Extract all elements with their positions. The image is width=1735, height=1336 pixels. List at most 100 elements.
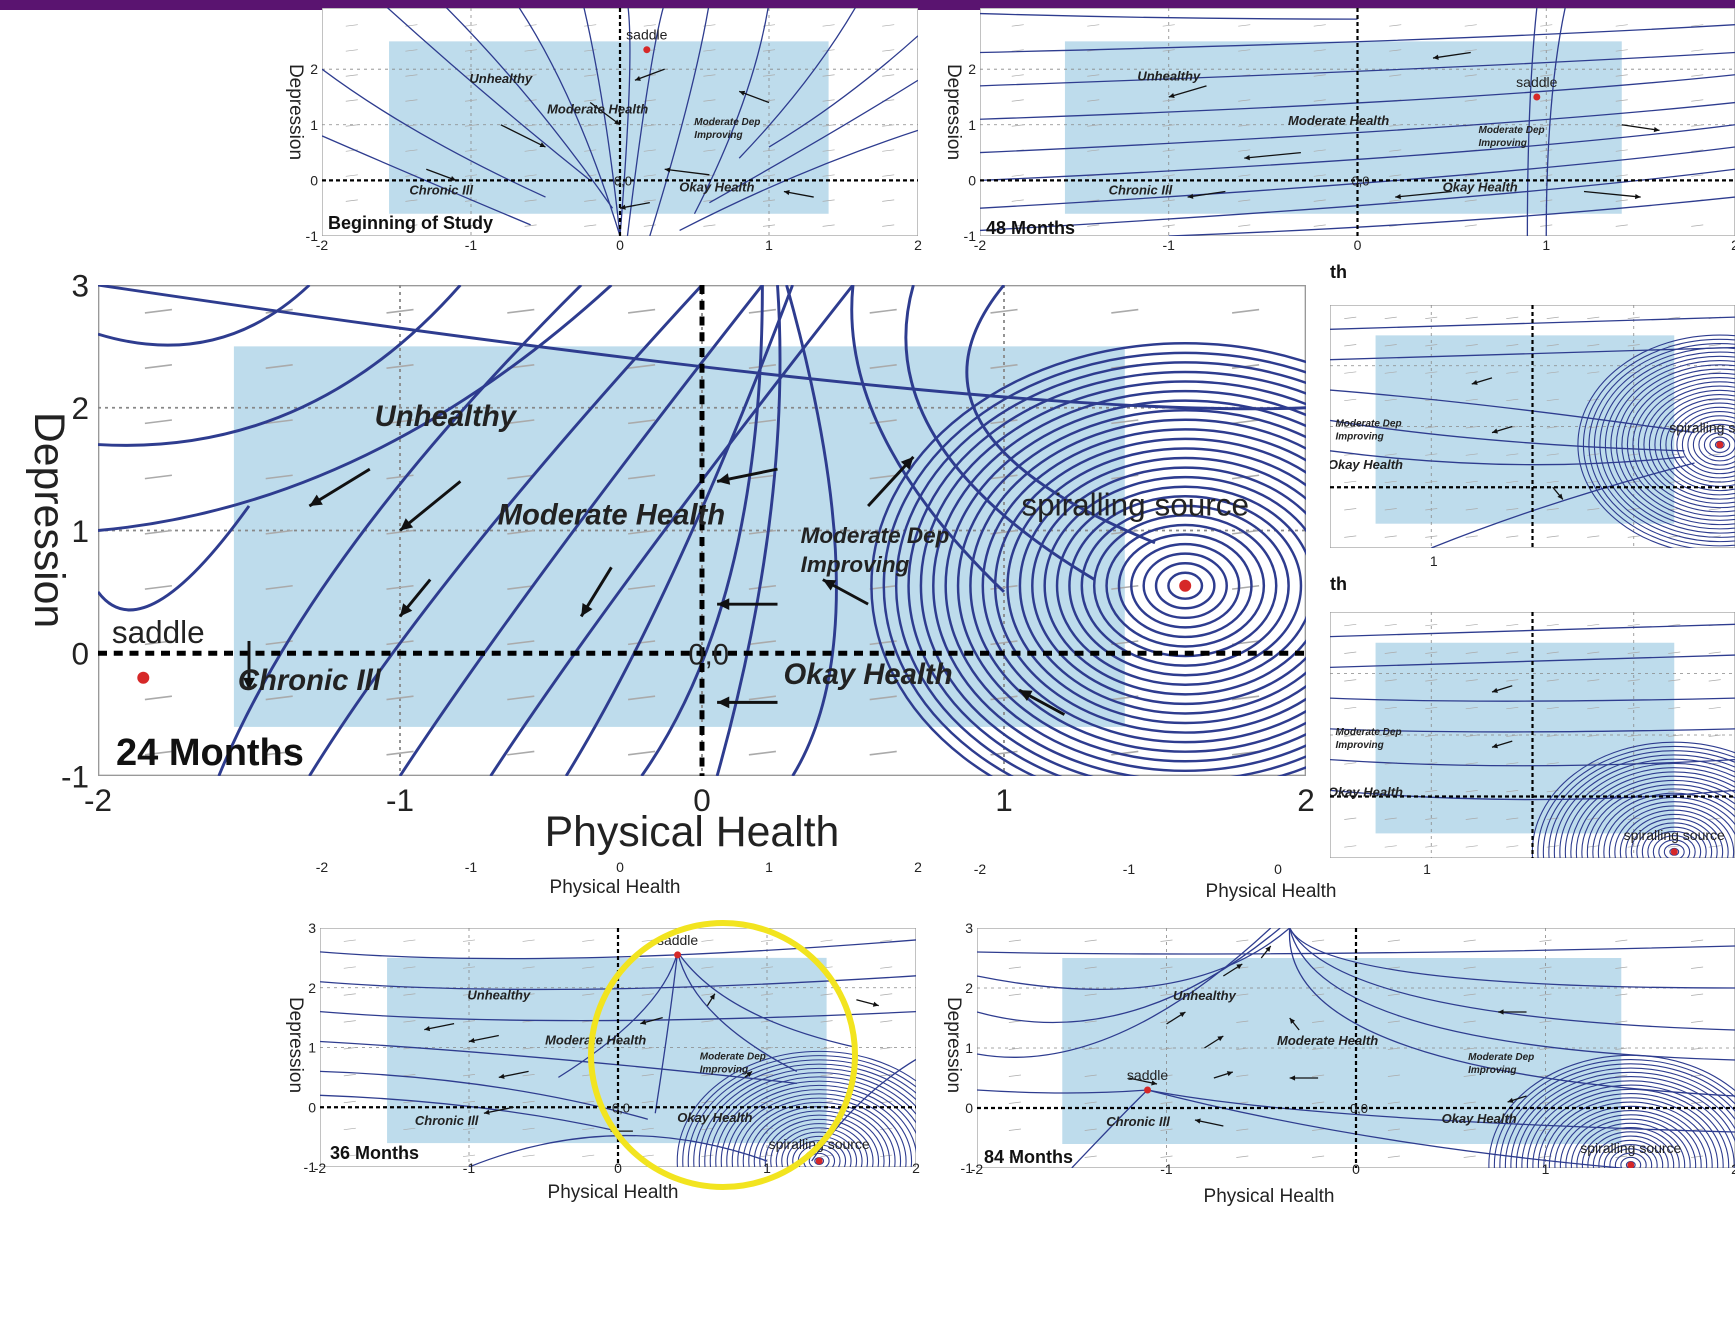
field-mark <box>1691 1101 1704 1104</box>
fixed-point-marker <box>1533 93 1541 101</box>
spiral-ring <box>1625 813 1724 858</box>
field-mark <box>869 364 897 369</box>
field-mark <box>1587 679 1600 682</box>
x-tick-label: -1 <box>463 1160 476 1176</box>
field-mark <box>1084 1155 1097 1158</box>
field-mark <box>1465 316 1478 319</box>
y-tick-label: 0 <box>968 172 976 188</box>
spiral-ring <box>1593 347 1735 543</box>
arrow-head <box>1492 428 1498 434</box>
field-mark <box>760 1074 774 1077</box>
field-mark <box>628 750 656 756</box>
field-mark <box>1587 790 1600 793</box>
field-mark <box>628 364 656 369</box>
field-mark <box>1627 623 1640 627</box>
field-mark <box>1011 174 1024 177</box>
field-mark <box>1708 398 1721 402</box>
field-mark <box>584 199 597 202</box>
streamline <box>322 135 531 226</box>
field-mark <box>1506 480 1519 484</box>
field-mark <box>405 49 418 52</box>
field-mark <box>1587 371 1600 374</box>
spiral-ring <box>956 409 1306 763</box>
field-mark <box>507 750 535 756</box>
field-mark <box>1344 508 1357 511</box>
streamline <box>738 8 856 159</box>
spiral-ring <box>1692 423 1735 466</box>
field-mark <box>144 474 172 480</box>
field-mark <box>405 199 418 202</box>
fixed-point-label: saddle <box>626 27 667 43</box>
field-mark <box>1465 623 1478 627</box>
spiral-ring <box>1581 1127 1680 1168</box>
field-mark <box>1344 480 1357 484</box>
field-mark <box>1344 398 1357 402</box>
field-mark <box>762 174 776 177</box>
spiral-ring <box>1543 1097 1719 1168</box>
field-mark <box>1546 371 1559 374</box>
field-mark <box>1344 371 1357 374</box>
region-label: Chronic Ill <box>1109 182 1173 197</box>
field-mark <box>1011 199 1024 202</box>
field-mark <box>628 419 656 425</box>
field-mark <box>386 419 414 425</box>
field-mark <box>1238 199 1251 202</box>
streamline <box>217 285 583 776</box>
field-mark <box>345 24 358 27</box>
streamline <box>709 79 918 204</box>
spiral-ring <box>1570 771 1735 858</box>
x-tick-label: 1 <box>1423 861 1431 877</box>
region-label: Improving <box>700 1064 748 1075</box>
field-mark <box>507 308 535 314</box>
x-tick-label: -1 <box>465 859 478 875</box>
field-mark <box>524 224 537 227</box>
arrow-head <box>1492 743 1498 749</box>
y-tick-label: -1 <box>964 228 977 244</box>
field-mark <box>1008 1128 1021 1131</box>
field-mark <box>1708 426 1721 429</box>
field-mark <box>1238 49 1251 52</box>
spiral-ring <box>1658 839 1691 858</box>
field-mark <box>869 695 897 701</box>
arrow-head <box>1194 1118 1201 1124</box>
field-mark <box>1312 1020 1325 1023</box>
y-tick-label: 1 <box>71 513 89 549</box>
field-mark <box>1615 1020 1628 1023</box>
field-mark <box>760 1047 774 1050</box>
fixed-point-label: spiralling source <box>1624 827 1725 843</box>
field-mark <box>1425 817 1438 820</box>
field-mark <box>403 966 416 969</box>
y-axis-label: Depression <box>285 997 306 1093</box>
region-shade <box>1375 335 1675 524</box>
field-mark <box>643 149 656 152</box>
field-mark <box>1615 1128 1628 1131</box>
x-tick-label: 1 <box>1430 553 1438 569</box>
spiral-ring <box>726 1089 913 1167</box>
field-mark <box>1087 74 1100 77</box>
x-tick-label: 2 <box>914 237 922 253</box>
field-mark <box>386 529 414 535</box>
y-tick-label: -1 <box>306 228 319 244</box>
field-mark <box>1389 199 1402 202</box>
field-mark <box>265 750 293 756</box>
field-mark <box>990 364 1018 369</box>
field-mark <box>1506 535 1519 538</box>
flow-arrow <box>1168 85 1207 98</box>
field-mark <box>1425 316 1438 319</box>
field-mark <box>1111 750 1139 756</box>
x-tick-label: -2 <box>316 237 329 253</box>
field-mark <box>1162 24 1175 27</box>
spiral-ring <box>1626 372 1735 517</box>
field-mark <box>464 24 478 27</box>
field-mark <box>405 74 418 77</box>
spiral-ring <box>1575 775 1735 858</box>
spiral-ring <box>1043 475 1306 696</box>
field-mark <box>1506 371 1519 374</box>
arrow-head <box>1433 54 1439 60</box>
field-mark <box>1465 762 1478 765</box>
arrow-head <box>1634 193 1641 200</box>
field-mark <box>1465 535 1478 538</box>
field-mark <box>748 419 776 425</box>
field-mark <box>1344 845 1357 848</box>
field-mark <box>1668 706 1681 710</box>
